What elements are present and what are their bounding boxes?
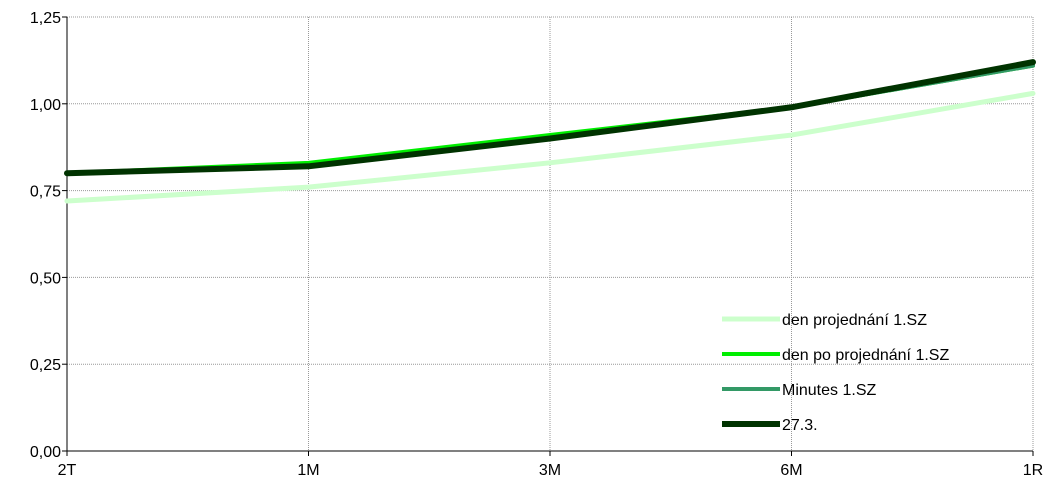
- grid: [67, 16, 1034, 451]
- y-tick-label: 0,25: [30, 357, 61, 374]
- axes: [62, 16, 1034, 456]
- y-tick-label: 1,00: [30, 97, 61, 114]
- y-tick-label: 0,00: [30, 444, 61, 461]
- tick-labels: 0,00 0,25 0,50 0,75 1,00 1,25 2T 1M 3M 6M 1R: [30, 10, 1043, 479]
- y-tick-label: 1,25: [30, 10, 61, 27]
- series-lines: [64, 59, 1036, 204]
- x-tick-label: 1M: [297, 462, 319, 479]
- x-tick-label: 3M: [539, 462, 561, 479]
- x-tick-label: 2T: [58, 462, 77, 479]
- legend-label: den projednání 1.SZ: [782, 312, 927, 329]
- legend-label: 27.3.: [782, 417, 818, 434]
- legend-label: Minutes 1.SZ: [782, 382, 876, 399]
- y-tick-label: 0,50: [30, 270, 61, 287]
- y-tick-label: 0,75: [30, 184, 61, 201]
- x-tick-label: 1R: [1023, 462, 1043, 479]
- legend-label: den po projednání 1.SZ: [782, 347, 949, 364]
- series-line-1: [64, 90, 1036, 204]
- x-tick-label: 6M: [780, 462, 802, 479]
- legend: den projednání 1.SZ den po projednání 1.S…: [722, 312, 949, 434]
- series-line-4: [64, 59, 1036, 177]
